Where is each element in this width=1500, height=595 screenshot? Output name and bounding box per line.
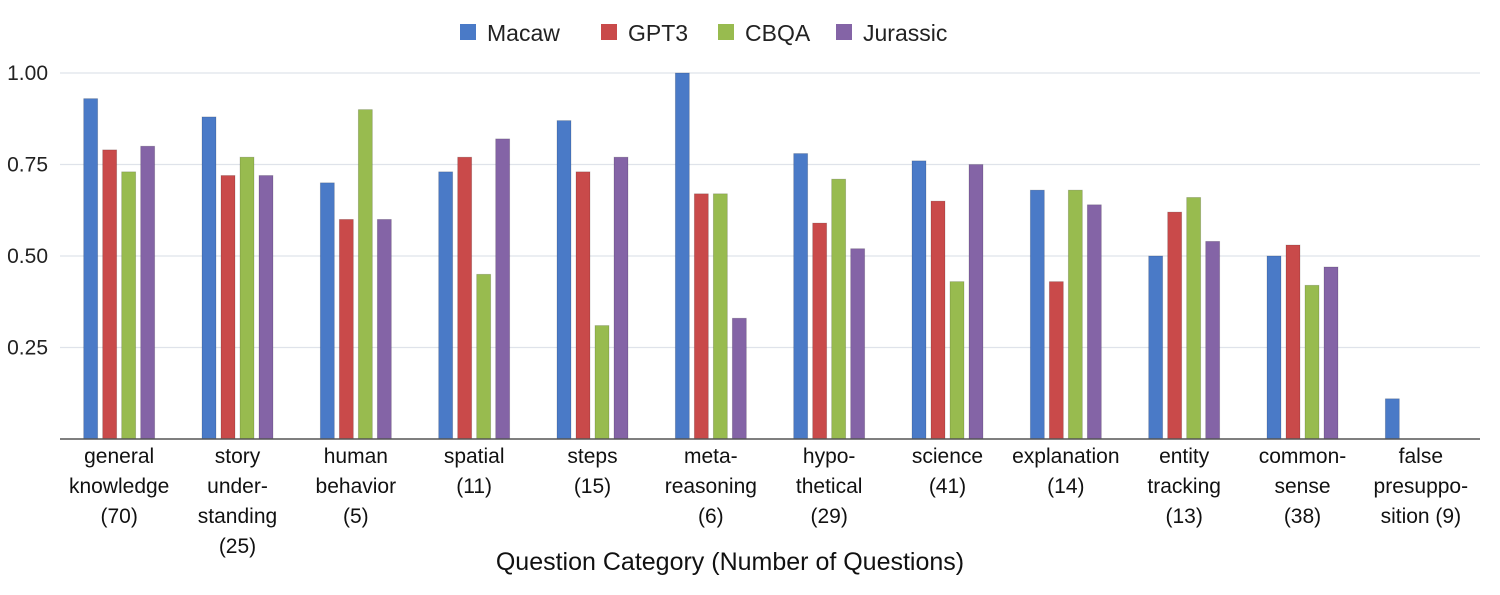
x-tick-label: general knowledge (70) xyxy=(69,445,169,528)
bar-jurassic xyxy=(1205,240,1221,440)
bar-gpt3 xyxy=(812,222,828,440)
bar-macaw xyxy=(438,171,454,440)
x-tick-label: steps (15) xyxy=(567,445,617,498)
bar-jurassic xyxy=(376,218,392,440)
bar-macaw xyxy=(319,182,335,440)
bar-gpt3 xyxy=(930,200,946,440)
bar-gpt3 xyxy=(220,175,236,440)
bar-jurassic xyxy=(258,175,274,440)
bar-gpt3 xyxy=(1048,281,1064,440)
bar-gpt3 xyxy=(102,149,118,440)
bar-cbqa xyxy=(121,171,137,440)
legend: Macaw GPT3 CBQA Jurassic xyxy=(460,20,947,46)
x-axis-title: Question Category (Number of Questions) xyxy=(496,548,964,576)
bars xyxy=(83,72,1400,440)
legend-swatch-gpt3 xyxy=(601,24,617,40)
legend-swatch-macaw xyxy=(460,24,476,40)
axes: 0.25 0.50 0.75 1.00 general knowledge (70) stor… xyxy=(7,62,1480,558)
legend-label-jurassic: Jurassic xyxy=(863,20,947,46)
legend-label-gpt3: GPT3 xyxy=(628,20,688,46)
x-tick-label: human behavior (5) xyxy=(316,445,397,528)
bar-macaw xyxy=(1148,255,1164,440)
bar-cbqa xyxy=(949,281,965,440)
bar-cbqa xyxy=(594,325,610,440)
bar-macaw xyxy=(83,98,99,440)
bar-cbqa xyxy=(712,193,728,440)
bar-cbqa xyxy=(476,273,492,440)
x-tick-label: spatial (11) xyxy=(444,445,505,498)
x-tick-label: explanation (14) xyxy=(1012,445,1119,498)
legend-swatch-cbqa xyxy=(718,24,734,40)
bar-cbqa xyxy=(1304,284,1320,440)
bar-cbqa xyxy=(831,178,847,440)
x-tick-label: entity tracking (13) xyxy=(1147,445,1221,528)
bar-cbqa xyxy=(239,156,255,440)
bar-cbqa xyxy=(357,109,373,440)
bar-jurassic xyxy=(731,317,747,440)
x-tick-label: false presuppo-sition (9) xyxy=(1374,445,1469,528)
bar-macaw xyxy=(1266,255,1282,440)
legend-label-cbqa: CBQA xyxy=(745,20,811,46)
bar-gpt3 xyxy=(1167,211,1183,440)
y-tick-label: 1.00 xyxy=(7,62,48,85)
y-tick-label: 0.25 xyxy=(7,337,48,360)
bar-jurassic xyxy=(613,156,629,440)
bar-macaw xyxy=(1029,189,1045,440)
legend-swatch-jurassic xyxy=(836,24,852,40)
bar-gpt3 xyxy=(693,193,709,440)
bar-macaw xyxy=(793,153,809,440)
bar-gpt3 xyxy=(575,171,591,440)
x-tick-label: meta-reasoning (6) xyxy=(665,445,757,528)
bar-jurassic xyxy=(495,138,511,440)
bar-cbqa xyxy=(1067,189,1083,440)
bar-macaw xyxy=(201,116,217,440)
bar-jurassic xyxy=(1086,204,1102,440)
x-tick-label: story under-standing (25) xyxy=(198,445,277,558)
x-tick-label: science (41) xyxy=(912,445,983,498)
bar-jurassic xyxy=(968,164,984,440)
x-tick-label: hypo-thetical (29) xyxy=(796,445,863,528)
y-tick-label: 0.50 xyxy=(7,245,48,268)
bar-cbqa xyxy=(1186,197,1202,440)
bar-jurassic xyxy=(1323,266,1339,440)
bar-jurassic xyxy=(850,248,866,440)
bar-macaw xyxy=(674,72,690,440)
x-tick-label: common-sense (38) xyxy=(1259,445,1347,528)
bar-macaw xyxy=(911,160,927,440)
bar-macaw xyxy=(556,120,572,440)
legend-label-macaw: Macaw xyxy=(487,20,560,46)
bar-gpt3 xyxy=(338,218,354,440)
bar-gpt3 xyxy=(457,156,473,440)
gridlines xyxy=(60,72,1480,349)
bar-jurassic xyxy=(140,145,156,440)
y-tick-label: 0.75 xyxy=(7,154,48,177)
bar-gpt3 xyxy=(1285,244,1301,440)
bar-macaw xyxy=(1384,398,1400,440)
